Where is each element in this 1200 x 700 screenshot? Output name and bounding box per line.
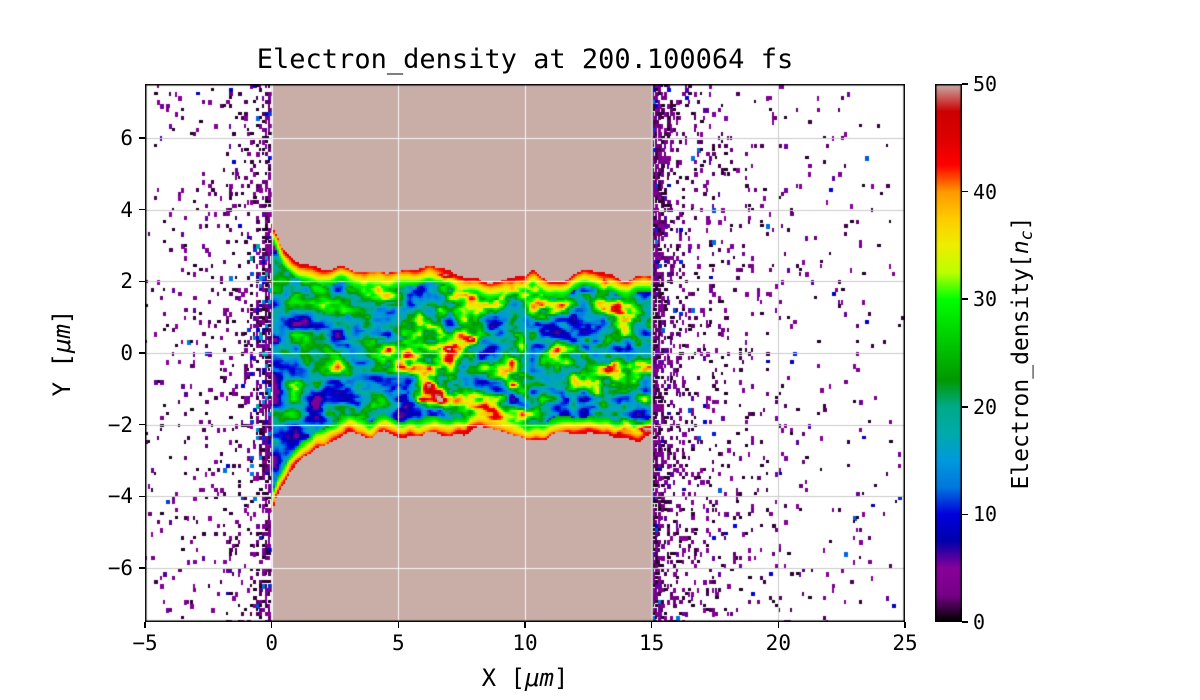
x-tick-mark <box>777 622 780 628</box>
y-tick-mark <box>139 137 145 139</box>
colorbar-label-post: ] <box>1008 216 1035 231</box>
colorbar-tick-mark <box>962 621 968 623</box>
x-tick-mark <box>144 622 146 628</box>
y-tick-mark <box>139 567 145 569</box>
x-axis-label-post: ] <box>553 664 569 692</box>
y-tick-mark <box>139 280 145 283</box>
colorbar-tick-mark <box>962 406 968 408</box>
colorbar-label-var: n <box>1008 240 1035 255</box>
colorbar-label-sub: c <box>1016 230 1036 241</box>
colorbar-tick-mark <box>962 190 968 193</box>
colorbar-tick-label: 0 <box>973 610 986 634</box>
y-axis-label-post: ] <box>48 309 76 325</box>
density-heatmap <box>145 84 905 622</box>
x-axis-label: X [μm] <box>145 664 905 692</box>
y-tick-mark <box>139 352 145 354</box>
chart-title: Electron_density at 200.100064 fs <box>256 44 794 75</box>
x-tick-label: 20 <box>765 631 791 655</box>
y-tick-mark <box>139 208 145 211</box>
y-tick-label: −2 <box>107 412 133 437</box>
x-tick-label: −5 <box>132 631 158 655</box>
y-tick-mark <box>139 423 145 426</box>
x-tick-label: 0 <box>265 631 278 655</box>
x-tick-label: 25 <box>892 631 918 655</box>
y-tick-mark <box>139 495 145 498</box>
y-tick-label: 2 <box>120 269 133 294</box>
x-tick-mark <box>524 622 526 628</box>
x-tick-mark <box>904 622 906 628</box>
x-tick-mark <box>270 622 273 628</box>
colorbar-tick-label: 50 <box>973 72 998 96</box>
colorbar-tick-label: 40 <box>973 179 998 204</box>
x-tick-label: 15 <box>639 631 665 655</box>
y-tick-label: −4 <box>107 484 133 509</box>
colorbar-tick-mark <box>962 513 968 516</box>
x-tick-label: 10 <box>512 631 538 655</box>
y-tick-label: 4 <box>120 197 133 222</box>
colorbar-label-pre: Electron_density[ <box>1008 254 1035 490</box>
colorbar-tick-label: 20 <box>973 394 998 419</box>
colorbar-label: Electron_density[nc] <box>1008 216 1036 489</box>
x-tick-label: 5 <box>392 631 405 655</box>
y-tick-label: −6 <box>107 556 133 581</box>
x-axis-label-pre: X [ <box>481 664 525 692</box>
x-tick-mark <box>397 622 400 628</box>
colorbar-tick-label: 30 <box>973 287 998 312</box>
x-tick-mark <box>650 622 653 628</box>
colorbar-tick-mark <box>962 83 968 85</box>
y-tick-label: 6 <box>120 125 133 150</box>
colorbar-tick-mark <box>962 298 968 300</box>
y-tick-label: 0 <box>120 341 133 365</box>
x-axis-label-unit: μm <box>525 664 554 692</box>
colorbar-gradient <box>935 84 962 622</box>
colorbar-tick-label: 10 <box>973 502 998 527</box>
